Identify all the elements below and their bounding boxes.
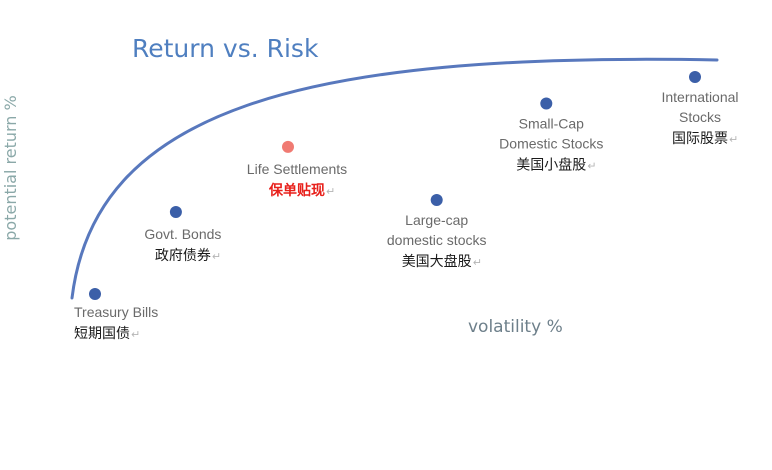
paragraph-mark-icon: ↵ <box>212 250 221 263</box>
point-label-cn: 美国小盘股 <box>516 157 586 174</box>
point-label-en: domestic stocks <box>387 232 487 248</box>
x-axis-label: volatility % <box>468 317 563 337</box>
paragraph-mark-icon: ↵ <box>326 185 335 198</box>
data-point <box>430 194 443 206</box>
point-label-cn: 短期国债 <box>74 326 130 342</box>
data-point <box>689 71 701 83</box>
point-label-en: International <box>661 89 738 105</box>
point-label-cn: 美国大盘股 <box>402 253 472 270</box>
point-label-cn: 国际股票 <box>672 131 728 147</box>
point-label-en: Life Settlements <box>247 161 347 177</box>
point-label-cn: 政府债券 <box>155 248 211 264</box>
y-axis-label: potential return % <box>1 95 20 240</box>
point-label-en: Stocks <box>679 109 721 125</box>
chart-title: Return vs. Risk <box>132 34 319 63</box>
efficient-frontier-curve <box>70 57 719 300</box>
data-point <box>169 206 182 218</box>
point-label-en: Small-Cap <box>519 116 585 132</box>
paragraph-mark-icon: ↵ <box>131 328 140 341</box>
point-label-en: Domestic Stocks <box>499 136 603 152</box>
point-label-cn: 保单贴现 <box>268 182 325 199</box>
point-label-en: Govt. Bonds <box>144 226 221 242</box>
point-label-en: Large-cap <box>405 212 468 228</box>
paragraph-mark-icon: ↵ <box>729 133 738 146</box>
point-label-en: Treasury Bills <box>74 304 158 320</box>
paragraph-mark-icon: ↵ <box>473 256 482 269</box>
paragraph-mark-icon: ↵ <box>587 160 596 173</box>
data-point <box>540 97 553 110</box>
data-point <box>282 140 294 153</box>
data-point <box>89 288 101 300</box>
